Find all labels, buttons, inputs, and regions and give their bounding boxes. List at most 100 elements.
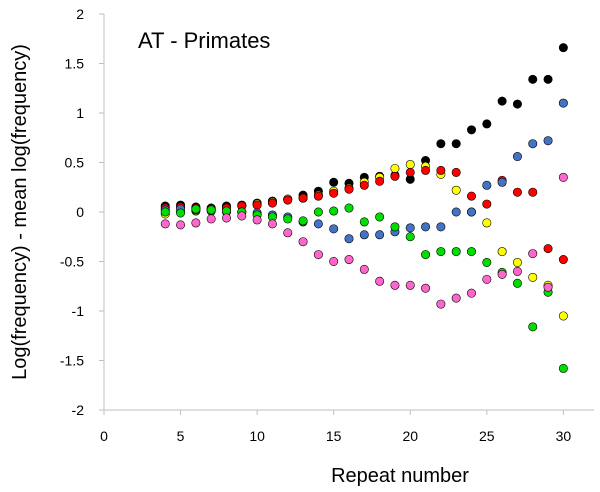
data-point	[482, 257, 492, 267]
y-tick-label: 1	[76, 105, 84, 121]
data-point	[436, 139, 446, 149]
data-point	[359, 264, 369, 274]
data-point	[405, 223, 415, 233]
data-point	[528, 249, 538, 259]
data-point	[206, 205, 216, 215]
data-point	[436, 247, 446, 257]
data-point	[329, 256, 339, 266]
data-point	[267, 198, 277, 208]
data-points	[160, 43, 568, 373]
y-axis-ticks: -2 -1.5 -1 -0.5 0 0.5 1 1.5 2	[60, 6, 104, 418]
data-point	[344, 255, 354, 265]
data-point	[543, 244, 553, 254]
data-point	[512, 99, 522, 109]
data-point	[497, 96, 507, 106]
y-tick-label: 0	[76, 204, 84, 220]
y-tick-label: -1.5	[60, 353, 84, 369]
data-point	[359, 230, 369, 240]
data-point	[466, 207, 476, 217]
data-point	[313, 207, 323, 217]
data-point	[558, 43, 568, 53]
data-point	[512, 266, 522, 276]
data-point	[528, 74, 538, 84]
data-point	[543, 136, 553, 146]
data-point	[421, 250, 431, 260]
data-point	[497, 269, 507, 279]
x-tick-label: 5	[177, 428, 185, 444]
data-point	[543, 282, 553, 292]
data-point	[329, 206, 339, 216]
y-tick-label: -0.5	[60, 254, 84, 270]
data-point	[466, 247, 476, 257]
data-point	[512, 278, 522, 288]
data-point	[160, 207, 170, 217]
y-axis-label: Log(frequency) - mean log(frequency)	[9, 44, 31, 380]
data-point	[176, 220, 186, 230]
data-point	[267, 219, 277, 229]
data-point	[528, 187, 538, 197]
data-point	[375, 176, 385, 186]
data-point	[528, 272, 538, 282]
data-point	[558, 311, 568, 321]
data-point	[451, 139, 461, 149]
data-point	[329, 188, 339, 198]
data-point	[421, 222, 431, 232]
data-point	[283, 195, 293, 205]
x-axis-ticks: 0 5 10 15 20 25 30	[100, 410, 571, 444]
data-point	[482, 218, 492, 228]
data-point	[466, 125, 476, 135]
data-point	[375, 230, 385, 240]
data-point	[191, 204, 201, 214]
data-point	[344, 234, 354, 244]
data-point	[375, 212, 385, 222]
data-point	[482, 119, 492, 129]
data-point	[512, 257, 522, 267]
x-tick-label: 20	[402, 428, 418, 444]
x-axis-label: Repeat number	[331, 465, 469, 487]
data-point	[466, 288, 476, 298]
data-point	[390, 163, 400, 173]
series-5	[160, 172, 568, 309]
data-point	[405, 167, 415, 177]
data-point	[283, 228, 293, 238]
data-point	[176, 208, 186, 218]
data-point	[482, 274, 492, 284]
data-point	[466, 191, 476, 201]
data-point	[283, 214, 293, 224]
data-point	[405, 159, 415, 169]
data-point	[405, 232, 415, 242]
chart-title: AT - Primates	[138, 28, 270, 53]
data-point	[482, 199, 492, 209]
data-point	[512, 187, 522, 197]
y-tick-label: -1	[72, 303, 85, 319]
data-point	[298, 193, 308, 203]
data-point	[558, 98, 568, 108]
data-point	[191, 218, 201, 228]
data-point	[160, 219, 170, 229]
series-4	[160, 203, 568, 373]
data-point	[298, 237, 308, 247]
data-point	[528, 322, 538, 332]
data-point	[451, 293, 461, 303]
data-point	[329, 224, 339, 234]
data-point	[329, 177, 339, 187]
data-point	[375, 276, 385, 286]
data-point	[421, 283, 431, 293]
data-point	[528, 139, 538, 149]
data-point	[252, 215, 262, 225]
data-point	[359, 217, 369, 227]
x-tick-label: 15	[326, 428, 342, 444]
data-point	[436, 222, 446, 232]
y-tick-label: -2	[72, 402, 85, 418]
data-point	[405, 280, 415, 290]
data-point	[482, 180, 492, 190]
data-point	[543, 74, 553, 84]
data-point	[558, 255, 568, 265]
y-tick-label: 1.5	[65, 56, 85, 72]
x-tick-label: 25	[479, 428, 495, 444]
data-point	[344, 203, 354, 213]
data-point	[497, 177, 507, 187]
x-tick-label: 30	[556, 428, 572, 444]
data-point	[421, 165, 431, 175]
data-point	[451, 185, 461, 195]
